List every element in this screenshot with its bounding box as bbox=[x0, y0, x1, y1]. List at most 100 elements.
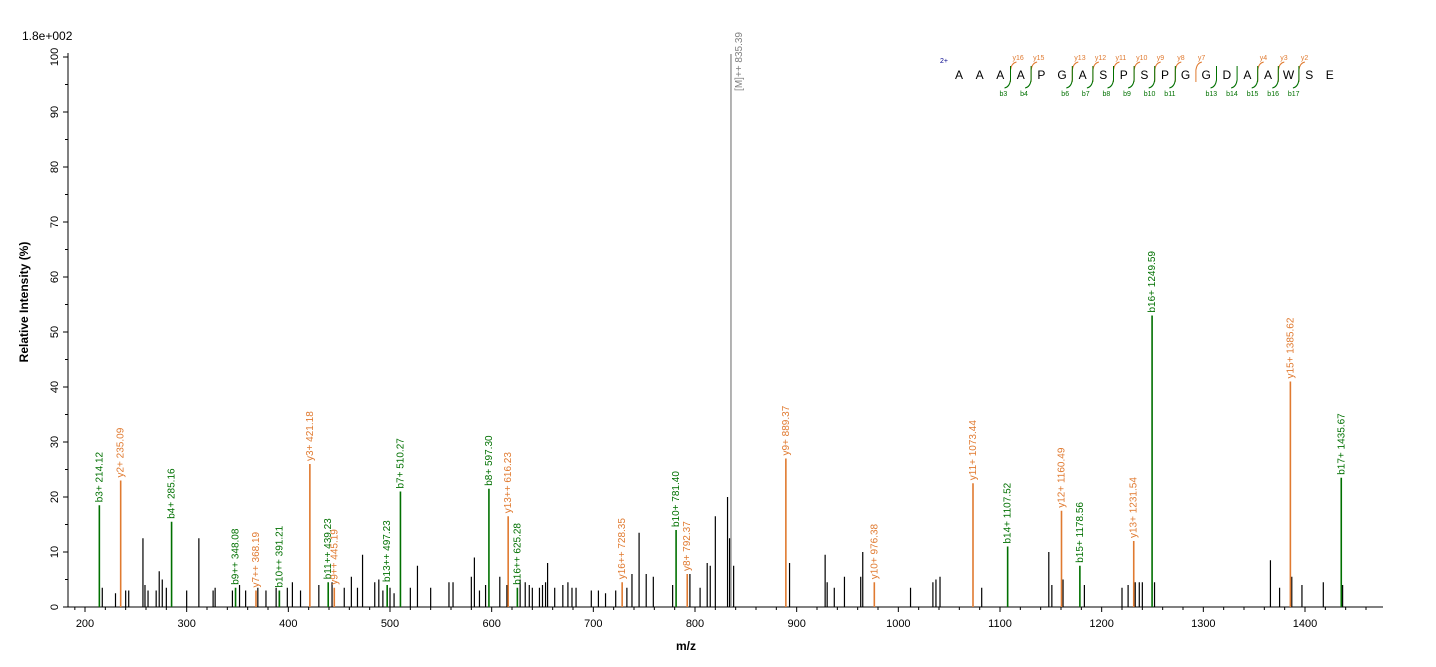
b-ion-cleavage-label: b9 bbox=[1123, 91, 1131, 98]
b-ion-cleavage-mark bbox=[1107, 66, 1114, 89]
b-ion-cleavage-mark bbox=[1230, 66, 1238, 89]
y-ion-cleavage-mark bbox=[1298, 61, 1306, 82]
y-ion-cleavage-mark bbox=[1133, 61, 1141, 82]
b-ion-cleavage-label: b7 bbox=[1082, 91, 1090, 98]
x-tick-label: 700 bbox=[584, 618, 602, 630]
b-ion-peak-label: b16++ 625.28 bbox=[512, 523, 523, 585]
x-tick-label: 1400 bbox=[1293, 618, 1317, 630]
b-ion-peak-label: b8+ 597.30 bbox=[484, 435, 495, 486]
peak-labels: b3+ 214.12 y2+ 235.09 b4+ 285.16 b9++ 348.0… bbox=[94, 32, 1347, 588]
sequence-residue: A bbox=[976, 68, 984, 82]
x-tick-label: 1300 bbox=[1191, 618, 1215, 630]
sequence-residue: A bbox=[1243, 68, 1251, 82]
y-ion-cleavage-label: y12 bbox=[1095, 55, 1106, 62]
y-tick-label: 30 bbox=[49, 436, 61, 448]
x-tick-label: 600 bbox=[482, 618, 500, 630]
y-ion-peak-label: y3+ 421.18 bbox=[305, 411, 316, 461]
x-tick-label: 1200 bbox=[1089, 618, 1113, 630]
spectrum-peaks bbox=[98, 54, 1344, 607]
b-ion-cleavage-label: b10 bbox=[1144, 91, 1156, 98]
y-ion-cleavage-label: y13 bbox=[1074, 55, 1085, 62]
y-ion-cleavage-mark bbox=[1010, 61, 1017, 82]
y-ion-cleavage-label: y16 bbox=[1013, 55, 1024, 62]
y-tick-label: 20 bbox=[49, 491, 61, 503]
x-tick-label: 200 bbox=[76, 618, 94, 630]
sequence-residue: A bbox=[1079, 68, 1087, 82]
b-ion-cleavage-label: b4 bbox=[1020, 91, 1028, 98]
y-ion-cleavage-mark bbox=[1071, 61, 1079, 82]
b-ion-cleavage-label: b6 bbox=[1061, 91, 1069, 98]
sequence-residue: P bbox=[1161, 68, 1169, 82]
b-ion-peak-label: b11++ 439.23 bbox=[323, 518, 334, 579]
y-ion-peak-label: y8+ 792.37 bbox=[682, 521, 693, 571]
y-ion-peak-label: y13+ 1231.54 bbox=[1129, 477, 1140, 538]
y-ion-cleavage-label: y7 bbox=[1198, 55, 1206, 62]
x-tick-label: 1100 bbox=[988, 618, 1012, 630]
sequence-residue: P bbox=[1120, 68, 1128, 82]
b-ion-cleavage-label: b15 bbox=[1247, 91, 1259, 98]
b-ion-cleavage-mark bbox=[1210, 66, 1217, 89]
b-ion-cleavage-label: b13 bbox=[1206, 91, 1218, 98]
sequence-residue: A bbox=[1264, 68, 1272, 82]
b-ion-cleavage-mark bbox=[1169, 66, 1176, 89]
y-ion-cleavage-label: y11 bbox=[1116, 55, 1127, 62]
sequence-residue: G bbox=[1202, 68, 1211, 82]
y-ion-cleavage-label: y3 bbox=[1280, 55, 1288, 62]
b-ion-cleavage-label: b3 bbox=[1000, 91, 1008, 98]
sequence-residue: P bbox=[1037, 68, 1045, 82]
x-axis-title: m/z bbox=[676, 639, 696, 653]
x-tick-label: 500 bbox=[381, 618, 399, 630]
y-ion-peak-label: y9+ 889.37 bbox=[781, 405, 792, 455]
y-ion-cleavage-mark bbox=[1092, 61, 1100, 82]
y-ion-cleavage-mark bbox=[1030, 61, 1038, 82]
b-ion-peak-label: b10++ 391.21 bbox=[274, 525, 285, 587]
y-axis-title: Relative Intensity (%) bbox=[17, 242, 31, 363]
y-tick-label: 50 bbox=[49, 326, 61, 338]
y-ion-cleavage-label: y8 bbox=[1177, 55, 1185, 62]
b-ion-cleavage-mark bbox=[1004, 66, 1011, 89]
b-ion-peak-label: b17+ 1435.67 bbox=[1336, 413, 1347, 475]
x-tick-label: 900 bbox=[787, 618, 805, 630]
b-ion-cleavage-label: b11 bbox=[1164, 91, 1175, 98]
y-tick-label: 60 bbox=[49, 271, 61, 283]
b-ion-peak-label: b7+ 510.27 bbox=[395, 438, 406, 489]
y-ion-cleavage-label: y9 bbox=[1157, 55, 1165, 62]
y-ion-cleavage-label: y4 bbox=[1260, 55, 1268, 62]
y-tick-label: 10 bbox=[49, 546, 61, 558]
y-ion-peak-label: y10+ 976.38 bbox=[869, 523, 880, 579]
sequence-residue: G bbox=[1057, 68, 1066, 82]
precursor-charge-label: 2+ bbox=[940, 58, 948, 65]
y-ion-cleavage-label: y15 bbox=[1033, 55, 1044, 62]
b-ion-peak-label: b9++ 348.08 bbox=[231, 528, 242, 585]
b-ion-peak-label: b10+ 781.40 bbox=[671, 471, 682, 527]
x-tick-label: 300 bbox=[177, 618, 195, 630]
b-ion-cleavage-label: b14 bbox=[1226, 91, 1238, 98]
b-ion-cleavage-mark bbox=[1086, 66, 1094, 89]
b-ion-cleavage-mark bbox=[1127, 66, 1135, 89]
sequence-residue: S bbox=[1305, 68, 1313, 82]
sequence-residue: D bbox=[1222, 68, 1231, 82]
precursor-peak-label: [M]++ 835.39 bbox=[734, 32, 745, 91]
sequence-residue: A bbox=[955, 68, 963, 82]
y-ion-peak-label: y2+ 235.09 bbox=[116, 427, 127, 477]
y-tick-label: 70 bbox=[49, 216, 61, 228]
b-ion-cleavage-label: b17 bbox=[1288, 91, 1300, 98]
y-ion-cleavage-label: y10 bbox=[1136, 55, 1147, 62]
y-ion-cleavage-label: y2 bbox=[1301, 55, 1309, 62]
x-tick-label: 400 bbox=[279, 618, 297, 630]
b-ion-peak-label: b16+ 1249.59 bbox=[1147, 251, 1158, 313]
y-tick-label: 80 bbox=[49, 161, 61, 173]
b-ion-cleavage-mark bbox=[1272, 66, 1279, 89]
sequence-residue: S bbox=[1140, 68, 1148, 82]
y-ion-peak-label: y13++ 616.23 bbox=[503, 452, 514, 514]
sequence-residue: G bbox=[1181, 68, 1190, 82]
sequence-residue: S bbox=[1099, 68, 1107, 82]
b-ion-cleavage-mark bbox=[1292, 66, 1300, 89]
b-ion-cleavage-mark bbox=[1148, 66, 1156, 89]
y-tick-label: 40 bbox=[49, 381, 61, 393]
x-tick-label: 1000 bbox=[886, 618, 910, 630]
b-ion-peak-label: b4+ 285.16 bbox=[167, 468, 178, 519]
y-tick-label: 0 bbox=[49, 604, 61, 610]
